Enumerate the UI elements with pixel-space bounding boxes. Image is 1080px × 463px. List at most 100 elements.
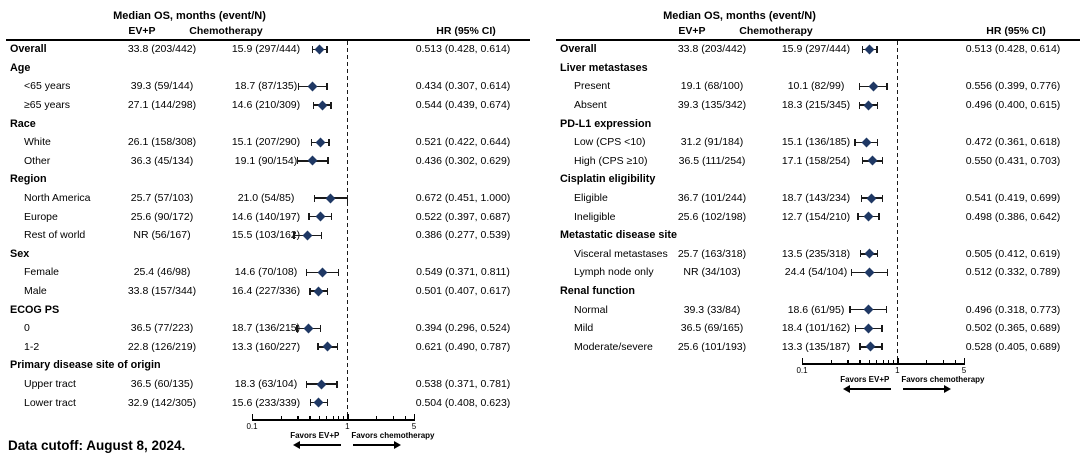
axis-minor-tick (318, 416, 320, 419)
median-os-evp-value: 36.3 (45/134) (130, 154, 194, 167)
axis-tick-label: 1 (345, 422, 350, 431)
ci-cap-high (876, 45, 878, 53)
median-os-evp-value: 19.1 (68/100) (680, 80, 744, 93)
ci-cap-low (849, 306, 851, 314)
median-os-evp-value: 33.8 (203/442) (127, 43, 197, 56)
subgroup-label: Lymph node only (574, 266, 654, 279)
forest-panel-right: Median OS, months (event/N) EV+P Chemoth… (552, 2, 1080, 461)
ci-cap-high (326, 287, 329, 295)
median-os-evp-value: 22.8 (126/219) (127, 340, 197, 353)
favors-chemotherapy-arrow (353, 441, 402, 449)
hr-ci-text: 0.436 (0.302, 0.629) (415, 154, 511, 167)
median-os-evp-value: 26.1 (158/308) (127, 136, 197, 149)
axis-minor-tick (868, 360, 870, 364)
axis-minor-tick (376, 416, 378, 419)
arrow-shaft (299, 444, 342, 446)
hr-ci-text: 0.501 (0.407, 0.617) (415, 285, 511, 298)
ci-cap-low (854, 324, 857, 332)
subgroup-label: 0 (24, 322, 30, 335)
axis-minor-tick (280, 416, 282, 419)
subgroup-label: Liver metastases (560, 61, 648, 74)
forest-row: Lymph node only NR (34/103) 24.4 (54/104) 0… (552, 263, 1080, 282)
forest-row: Absent 39.3 (135/342) 18.3 (215/345) 0.496 … (552, 96, 1080, 115)
axis-minor-tick (830, 360, 832, 364)
median-os-evp-value: 25.7 (57/103) (130, 192, 194, 205)
arrow-head-right-icon (394, 441, 402, 449)
median-os-evp-value: 36.5 (69/165) (680, 322, 744, 335)
median-os-evp-value: 39.3 (135/342) (677, 99, 747, 112)
median-os-chemo-value: 17.1 (158/254) (781, 154, 851, 167)
forest-row: North America 25.7 (57/103) 21.0 (54/85) 0.… (2, 189, 548, 208)
ci-cap-high (886, 82, 888, 90)
median-os-chemo-value: 15.1 (136/185) (781, 136, 851, 149)
arrow-head-right-icon (944, 385, 952, 394)
ci-cap-low (293, 231, 295, 239)
median-os-chemo-value: 18.4 (101/162) (781, 322, 851, 335)
median-os-evp-value: 25.7 (163/318) (677, 247, 747, 260)
forest-row: Cisplatin eligibility (552, 170, 1080, 189)
ci-cap-high (336, 380, 338, 388)
ci-cap-high (330, 101, 332, 109)
ci-cap-low (312, 101, 314, 109)
ci-cap-low (317, 343, 319, 351)
forest-row: High (CPS ≥10) 36.5 (111/254) 17.1 (158/25… (552, 152, 1080, 171)
median-os-evp-value: 27.1 (144/298) (127, 99, 197, 112)
median-os-chemo-value: 13.3 (135/187) (781, 340, 851, 353)
axis-minor-tick (847, 360, 849, 364)
hr-ci-text: 0.528 (0.405, 0.689) (965, 340, 1061, 353)
axis-tick-label: 5 (961, 366, 967, 376)
median-os-chemo-value: 13.5 (235/318) (781, 247, 851, 260)
forest-row: Present 19.1 (68/100) 10.1 (82/99) 0.556 (0… (552, 77, 1080, 96)
ci-cap-high (346, 194, 349, 202)
subgroup-label: Primary disease site of origin (10, 359, 161, 372)
forest-row: ECOG PS (2, 300, 548, 319)
forest-row: Eligible 36.7 (101/244) 18.7 (143/234) 0.54… (552, 189, 1080, 208)
subgroup-label: ECOG PS (10, 303, 60, 316)
ci-cap-low (859, 343, 861, 351)
axis-minor-tick (338, 416, 340, 419)
ci-cap-high (878, 213, 880, 221)
ci-cap-low (861, 157, 864, 165)
axis-minor-tick (326, 416, 328, 419)
median-os-evp-value: 25.6 (90/172) (130, 210, 194, 223)
median-os-chemo-value: 18.7 (136/215) (231, 322, 301, 335)
hr-ci-text: 0.556 (0.399, 0.776) (965, 80, 1061, 93)
forest-row: Mild 36.5 (69/165) 18.4 (101/162) 0.502 (0.… (552, 319, 1080, 338)
subgroup-label: Metastatic disease site (560, 229, 678, 242)
subgroup-rows: Overall 33.8 (203/442) 15.9 (297/444) 0.513… (2, 2, 548, 461)
subgroup-label: Other (24, 154, 51, 167)
data-cutoff-footnote: Data cutoff: August 8, 2024. (8, 438, 186, 453)
favors-chemotherapy-arrow (903, 385, 952, 394)
subgroup-label: Absent (574, 99, 607, 112)
axis-major-tick (897, 358, 899, 364)
forest-row: Female 25.4 (46/98) 14.6 (70/108) 0.549 (0.… (2, 263, 548, 282)
forest-row: Overall 33.8 (203/442) 15.9 (297/444) 0.513… (2, 40, 548, 59)
median-os-evp-value: NR (34/103) (683, 266, 741, 279)
subgroup-label: Europe (24, 210, 58, 223)
forest-row: ≥65 years 27.1 (144/298) 14.6 (210/309) 0.5… (2, 96, 548, 115)
col-header-evp: EV+P (128, 25, 156, 37)
axis-minor-tick (882, 360, 884, 364)
axis-minor-tick (392, 416, 395, 419)
hr-ci-text: 0.496 (0.400, 0.615) (965, 99, 1061, 112)
col-header-chemotherapy: Chemotherapy (189, 25, 263, 37)
hr-ci-text: 0.521 (0.422, 0.644) (415, 136, 511, 149)
axis-minor-tick (404, 416, 407, 419)
ci-cap-low (857, 213, 859, 221)
subgroup-rows: Overall 33.8 (203/442) 15.9 (297/444) 0.513… (552, 2, 1080, 461)
forest-row: Lower tract 32.9 (142/305) 15.6 (233/339) 0… (2, 393, 548, 412)
hr-ci-text: 0.512 (0.332, 0.789) (965, 266, 1061, 279)
hr-ci-text: 0.472 (0.361, 0.618) (965, 136, 1061, 149)
ci-cap-high (327, 399, 329, 407)
subgroup-label: Rest of world (24, 229, 86, 242)
favors-evp-arrow (293, 441, 342, 449)
subgroup-label: Mild (574, 322, 594, 335)
reference-line-hr1 (896, 41, 899, 364)
subgroup-label: North America (24, 192, 91, 205)
ci-cap-high (331, 213, 333, 221)
favors-chemotherapy-label: Favors chemotherapy (351, 431, 435, 440)
axis-major-tick (964, 358, 966, 364)
favors-evp-label: Favors EV+P (290, 431, 340, 440)
ci-cap-low (850, 268, 853, 276)
